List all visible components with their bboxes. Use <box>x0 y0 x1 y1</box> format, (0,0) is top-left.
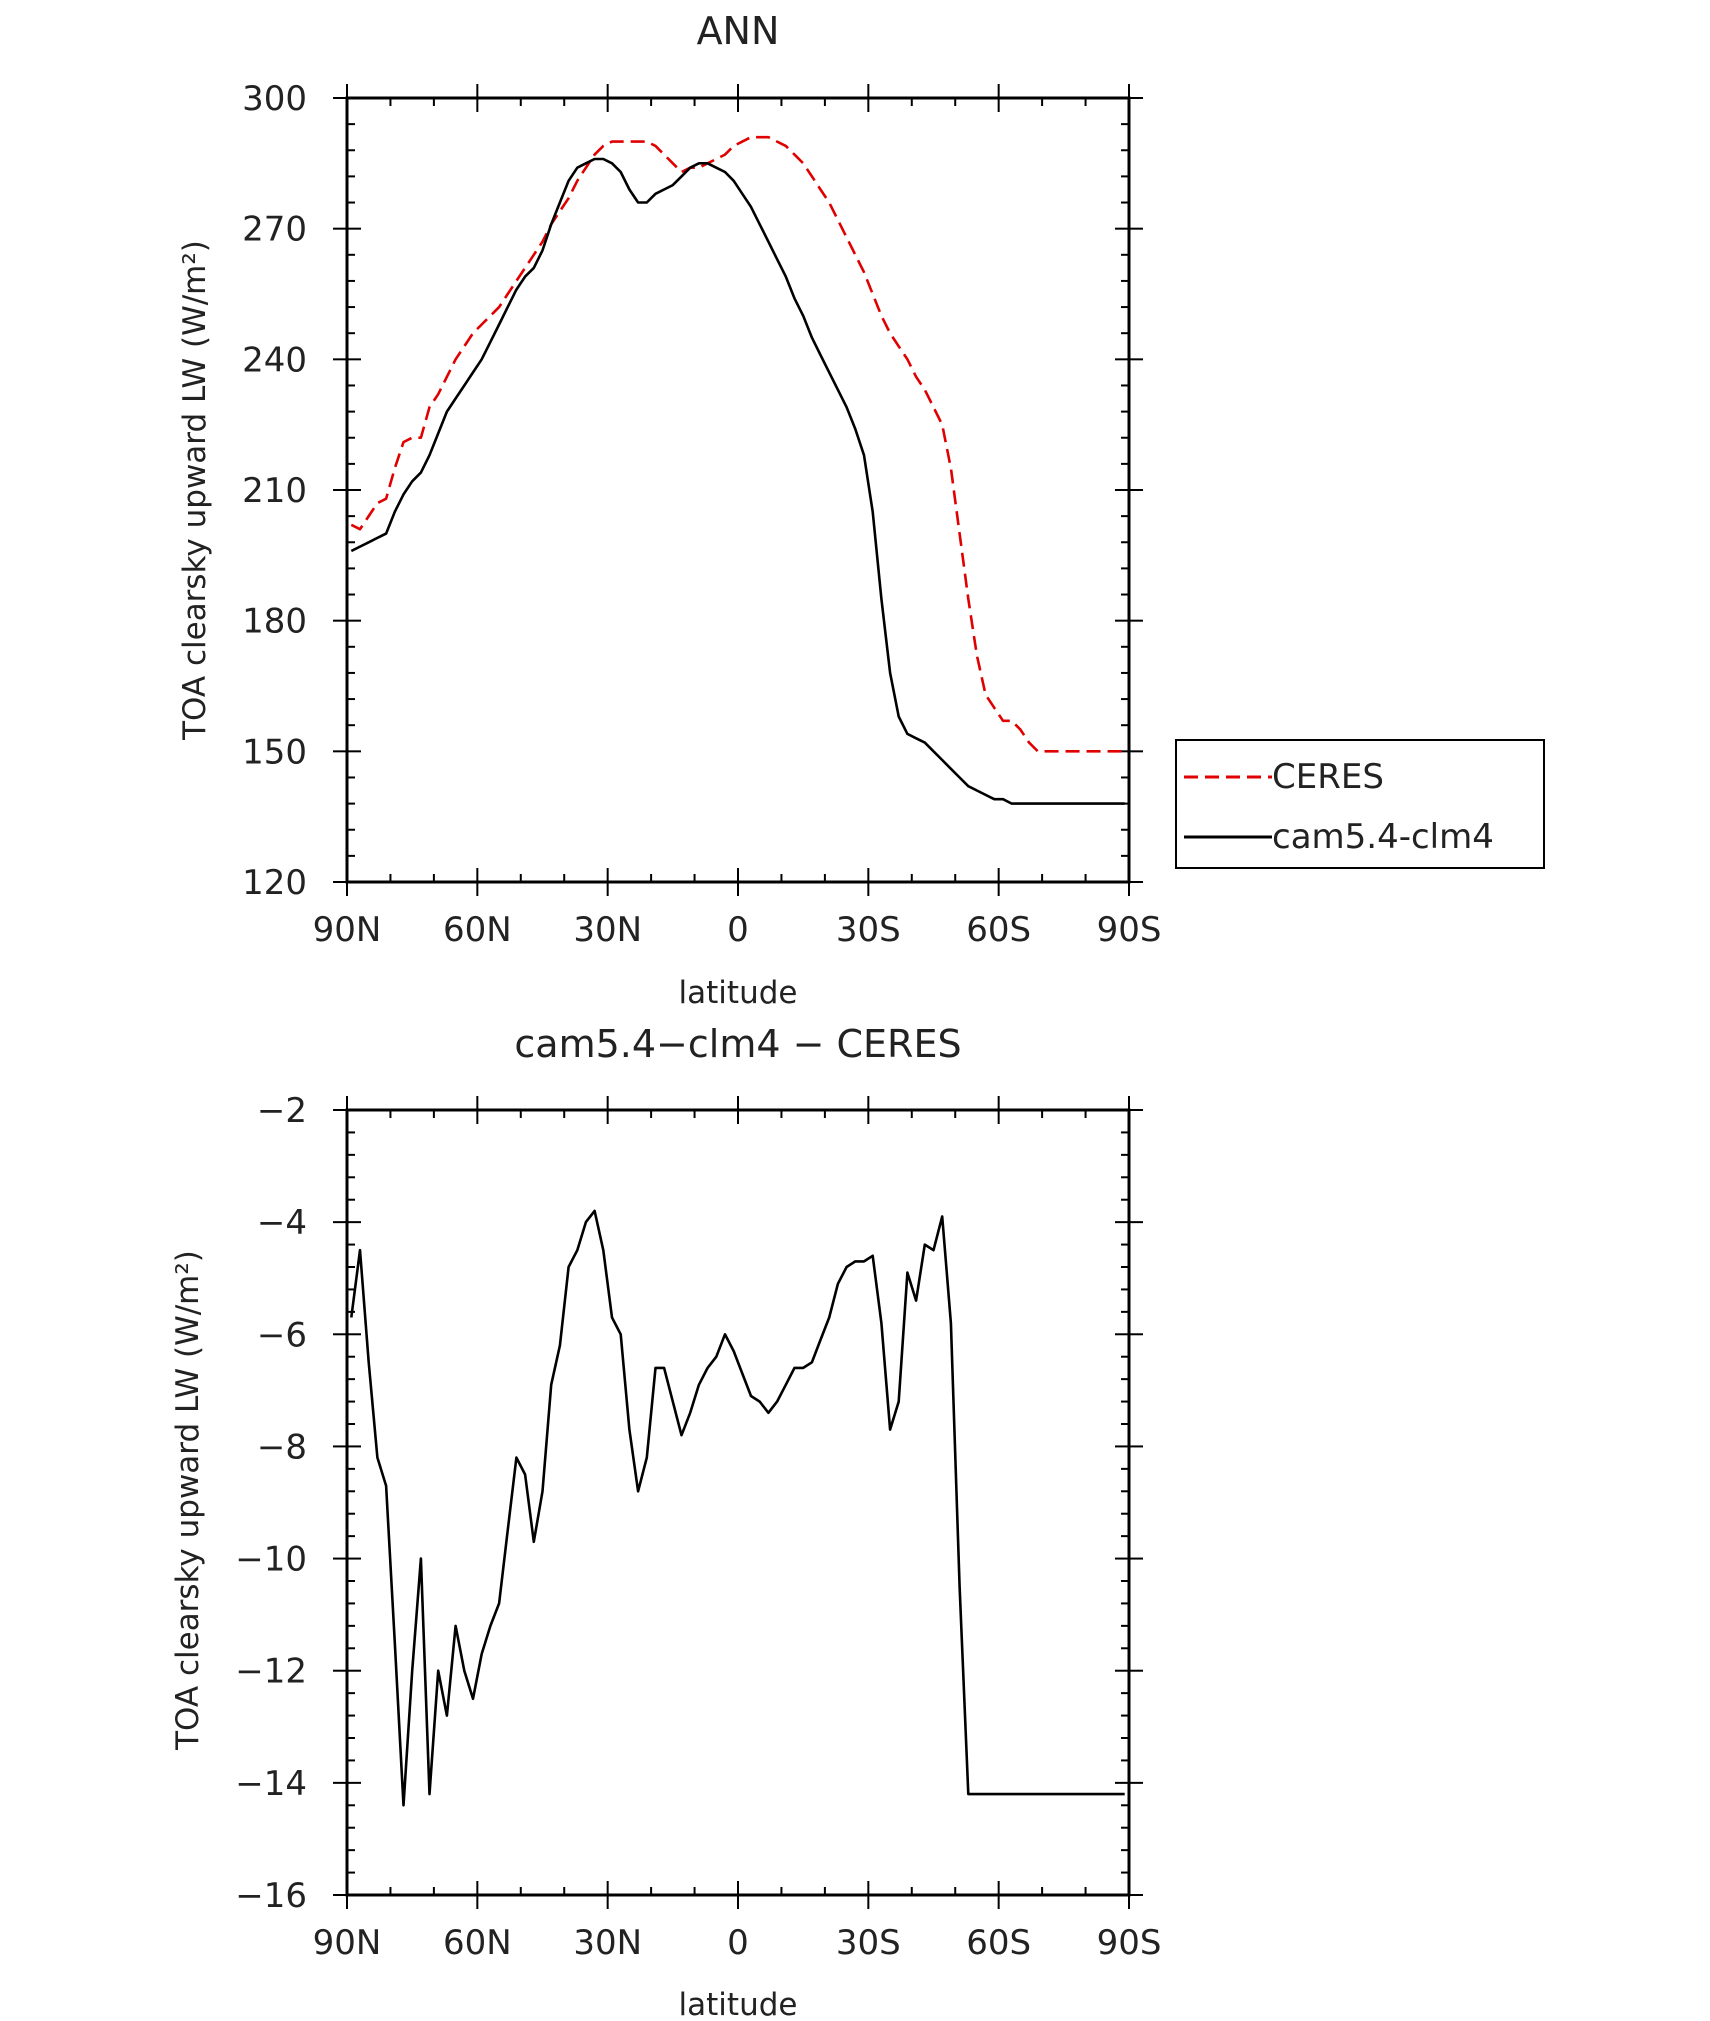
series-line-0 <box>350 135 1125 753</box>
legend-label-ceres: CERES <box>1272 757 1384 797</box>
x-tick-label: 30N <box>573 1923 642 1963</box>
x-tick-labels: 90N 60N 30N 0 30S 60S 90S <box>313 910 1162 950</box>
x-tick-label: 60N <box>443 910 512 950</box>
y-tick-label: 210 <box>242 471 307 511</box>
x-axis-label: latitude <box>679 1987 798 2021</box>
chart-annual-lw: ANN latitude TOA clearsky upward LW (W/m… <box>177 9 1545 1011</box>
y-tick-label: 270 <box>242 210 307 250</box>
x-tick-label: 30S <box>836 1923 901 1963</box>
y-tick-labels: −16 −14 −12 −10 −8 −6 −4 −2 <box>235 1091 307 1916</box>
plot-frame <box>345 1108 1131 1897</box>
y-tick-labels: 120 150 180 210 240 270 300 <box>242 79 307 903</box>
y-tick-label: 120 <box>242 863 307 903</box>
y-tick-label: 300 <box>242 79 307 119</box>
x-tick-label: 0 <box>727 1923 749 1963</box>
x-tick-label: 90S <box>1097 1923 1162 1963</box>
series-line-1 <box>350 157 1125 805</box>
x-tick-label: 30S <box>836 910 901 950</box>
y-tick-label: −4 <box>257 1203 307 1243</box>
series-lines <box>350 1209 1125 1807</box>
x-tick-label: 60S <box>966 1923 1031 1963</box>
y-tick-label: −6 <box>257 1315 307 1355</box>
series-line-0 <box>350 1209 1125 1807</box>
x-tick-label: 90S <box>1097 910 1162 950</box>
y-tick-label: −14 <box>235 1764 307 1804</box>
x-tick-labels: 90N 60N 30N 0 30S 60S 90S <box>313 1923 1162 1963</box>
tick-marks <box>333 1096 1143 1909</box>
y-tick-label: −8 <box>257 1427 307 1467</box>
y-tick-label: 180 <box>242 602 307 642</box>
x-tick-label: 0 <box>727 910 749 950</box>
y-tick-label: −2 <box>257 1091 307 1131</box>
chart-title: ANN <box>697 9 780 53</box>
chart-difference: cam5.4−clm4 − CERES latitude TOA clearsk… <box>170 1022 1161 2021</box>
y-tick-label: 240 <box>242 340 307 380</box>
y-axis-label: TOA clearsky upward LW (W/m²) <box>170 1250 206 1751</box>
y-tick-label: −10 <box>235 1540 307 1580</box>
legend-label-cam: cam5.4-clm4 <box>1272 817 1494 857</box>
x-tick-label: 60S <box>966 910 1031 950</box>
legend-box <box>1175 739 1545 869</box>
chart-title: cam5.4−clm4 − CERES <box>514 1022 961 1066</box>
series-lines <box>350 135 1125 805</box>
y-tick-label: 150 <box>242 732 307 772</box>
x-tick-label: 90N <box>313 910 382 950</box>
y-tick-label: −16 <box>235 1876 307 1916</box>
y-axis-label: TOA clearsky upward LW (W/m²) <box>177 240 213 741</box>
x-axis-label: latitude <box>679 975 798 1011</box>
plot-frame <box>345 96 1131 884</box>
legend: CERES cam5.4-clm4 <box>1175 739 1545 869</box>
x-tick-label: 90N <box>313 1923 382 1963</box>
y-tick-label: −12 <box>235 1652 307 1692</box>
tick-marks <box>333 84 1143 896</box>
x-tick-label: 30N <box>573 910 642 950</box>
x-tick-label: 60N <box>443 1923 512 1963</box>
